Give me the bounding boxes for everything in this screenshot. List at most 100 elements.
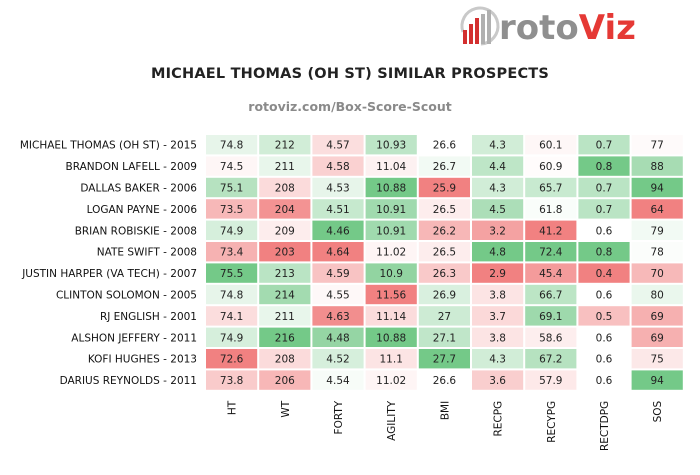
cell-value: 4.63 — [326, 311, 349, 323]
heatmap-cell — [578, 242, 630, 262]
heatmap-cell — [259, 220, 311, 240]
heatmap-cell — [525, 327, 577, 347]
cell-value: 3.6 — [489, 375, 506, 387]
cell-value: 208 — [275, 354, 295, 366]
heatmap-cell — [418, 177, 470, 198]
cell-value: 4.55 — [326, 290, 349, 302]
column-label: RECYPG — [546, 401, 558, 443]
cell-value: 0.6 — [596, 225, 613, 237]
cell-value: 66.7 — [539, 290, 562, 302]
cell-value: 0.5 — [596, 311, 613, 323]
cell-value: 11.14 — [376, 311, 406, 323]
heatmap-cell — [206, 263, 258, 283]
heatmap-cell — [472, 327, 524, 347]
heatmap-cell — [472, 199, 524, 219]
cell-value: 26.7 — [433, 161, 456, 173]
heatmap-cell — [312, 242, 364, 262]
cell-value: 74.8 — [220, 290, 243, 302]
cell-value: 10.91 — [376, 225, 406, 237]
heatmap-cell — [418, 327, 470, 347]
heatmap-cell — [631, 242, 683, 262]
row-label: MICHAEL THOMAS (OH ST) - 2015 — [20, 140, 197, 152]
cell-value: 10.93 — [376, 140, 406, 152]
cell-value: 213 — [275, 268, 295, 280]
heatmap-cell — [206, 177, 258, 198]
column-label: RECTDPG — [599, 401, 611, 451]
cell-value: 0.8 — [596, 161, 613, 173]
heatmap-cell — [631, 349, 683, 369]
cell-value: 10.91 — [376, 204, 406, 216]
cell-value: 94 — [651, 375, 665, 387]
heatmap-cell — [312, 284, 364, 305]
chart-subtitle: rotoviz.com/Box-Score-Scout — [248, 99, 452, 114]
cell-value: 206 — [275, 375, 295, 387]
heatmap-cell — [472, 284, 524, 305]
heatmap-cell — [418, 349, 470, 369]
cell-value: 74.9 — [220, 332, 243, 344]
cell-value: 79 — [651, 225, 664, 237]
cell-value: 4.5 — [489, 204, 506, 216]
column-label: WT — [280, 400, 292, 417]
cell-value: 73.8 — [220, 375, 243, 387]
heatmap-cell — [365, 177, 417, 198]
heatmap-cell — [259, 327, 311, 347]
cell-value: 74.1 — [220, 311, 243, 323]
heatmap-cell — [312, 263, 364, 283]
cell-value: 4.64 — [326, 247, 350, 259]
heatmap-cell — [472, 242, 524, 262]
heatmap-cell — [312, 177, 364, 198]
heatmap-cell — [259, 349, 311, 369]
heatmap-cell — [525, 263, 577, 283]
cell-value: 94 — [651, 183, 665, 195]
heatmap-cell — [525, 199, 577, 219]
heatmap-cell — [259, 242, 311, 262]
cell-value: 11.1 — [380, 354, 403, 366]
column-label: RECPG — [493, 401, 505, 437]
heatmap-cell — [578, 263, 630, 283]
heatmap-cell — [418, 263, 470, 283]
cell-value: 4.3 — [489, 354, 506, 366]
cell-value: 72.4 — [539, 247, 563, 259]
heatmap-cell — [631, 199, 683, 219]
heatmap-cell — [472, 220, 524, 240]
heatmap-cell — [312, 370, 364, 390]
cell-value: 4.57 — [326, 140, 349, 152]
row-label: NATE SWIFT - 2008 — [97, 247, 197, 259]
cell-value: 4.52 — [326, 354, 349, 366]
cell-value: 0.6 — [596, 354, 613, 366]
heatmap-cell — [206, 349, 258, 369]
cell-value: 73.4 — [220, 247, 244, 259]
cell-value: 58.6 — [539, 332, 563, 344]
column-label: AGILITY — [386, 400, 398, 441]
cell-value: 4.48 — [326, 332, 349, 344]
heatmap-cell — [631, 177, 683, 198]
heatmap-cell — [472, 177, 524, 198]
cell-value: 74.5 — [220, 161, 243, 173]
heatmap-cell — [206, 220, 258, 240]
heatmap-cell — [578, 177, 630, 198]
heatmap-cell — [578, 135, 630, 155]
cell-value: 69 — [651, 332, 664, 344]
cell-value: 3.8 — [489, 290, 506, 302]
cell-value: 10.9 — [380, 268, 403, 280]
heatmap-cell — [206, 199, 258, 219]
cell-value: 75.5 — [220, 268, 243, 280]
chart-title: MICHAEL THOMAS (OH ST) SIMILAR PROSPECTS — [150, 66, 550, 82]
cell-value: 4.46 — [326, 225, 350, 237]
cell-value: 3.7 — [489, 311, 506, 323]
heatmap-cell — [365, 349, 417, 369]
cell-value: 11.02 — [376, 247, 406, 259]
heatmap-cell — [365, 220, 417, 240]
cell-value: 216 — [275, 332, 295, 344]
cell-value: 61.8 — [539, 204, 562, 216]
cell-value: 60.1 — [539, 140, 562, 152]
heatmap-cell — [259, 177, 311, 198]
cell-value: 4.59 — [326, 268, 349, 280]
cell-value: 27.7 — [433, 354, 456, 366]
heatmap-cell — [578, 349, 630, 369]
cell-value: 0.6 — [596, 332, 613, 344]
cell-value: 209 — [275, 225, 295, 237]
heatmap-cell — [578, 370, 630, 390]
heatmap-cell — [631, 263, 683, 283]
